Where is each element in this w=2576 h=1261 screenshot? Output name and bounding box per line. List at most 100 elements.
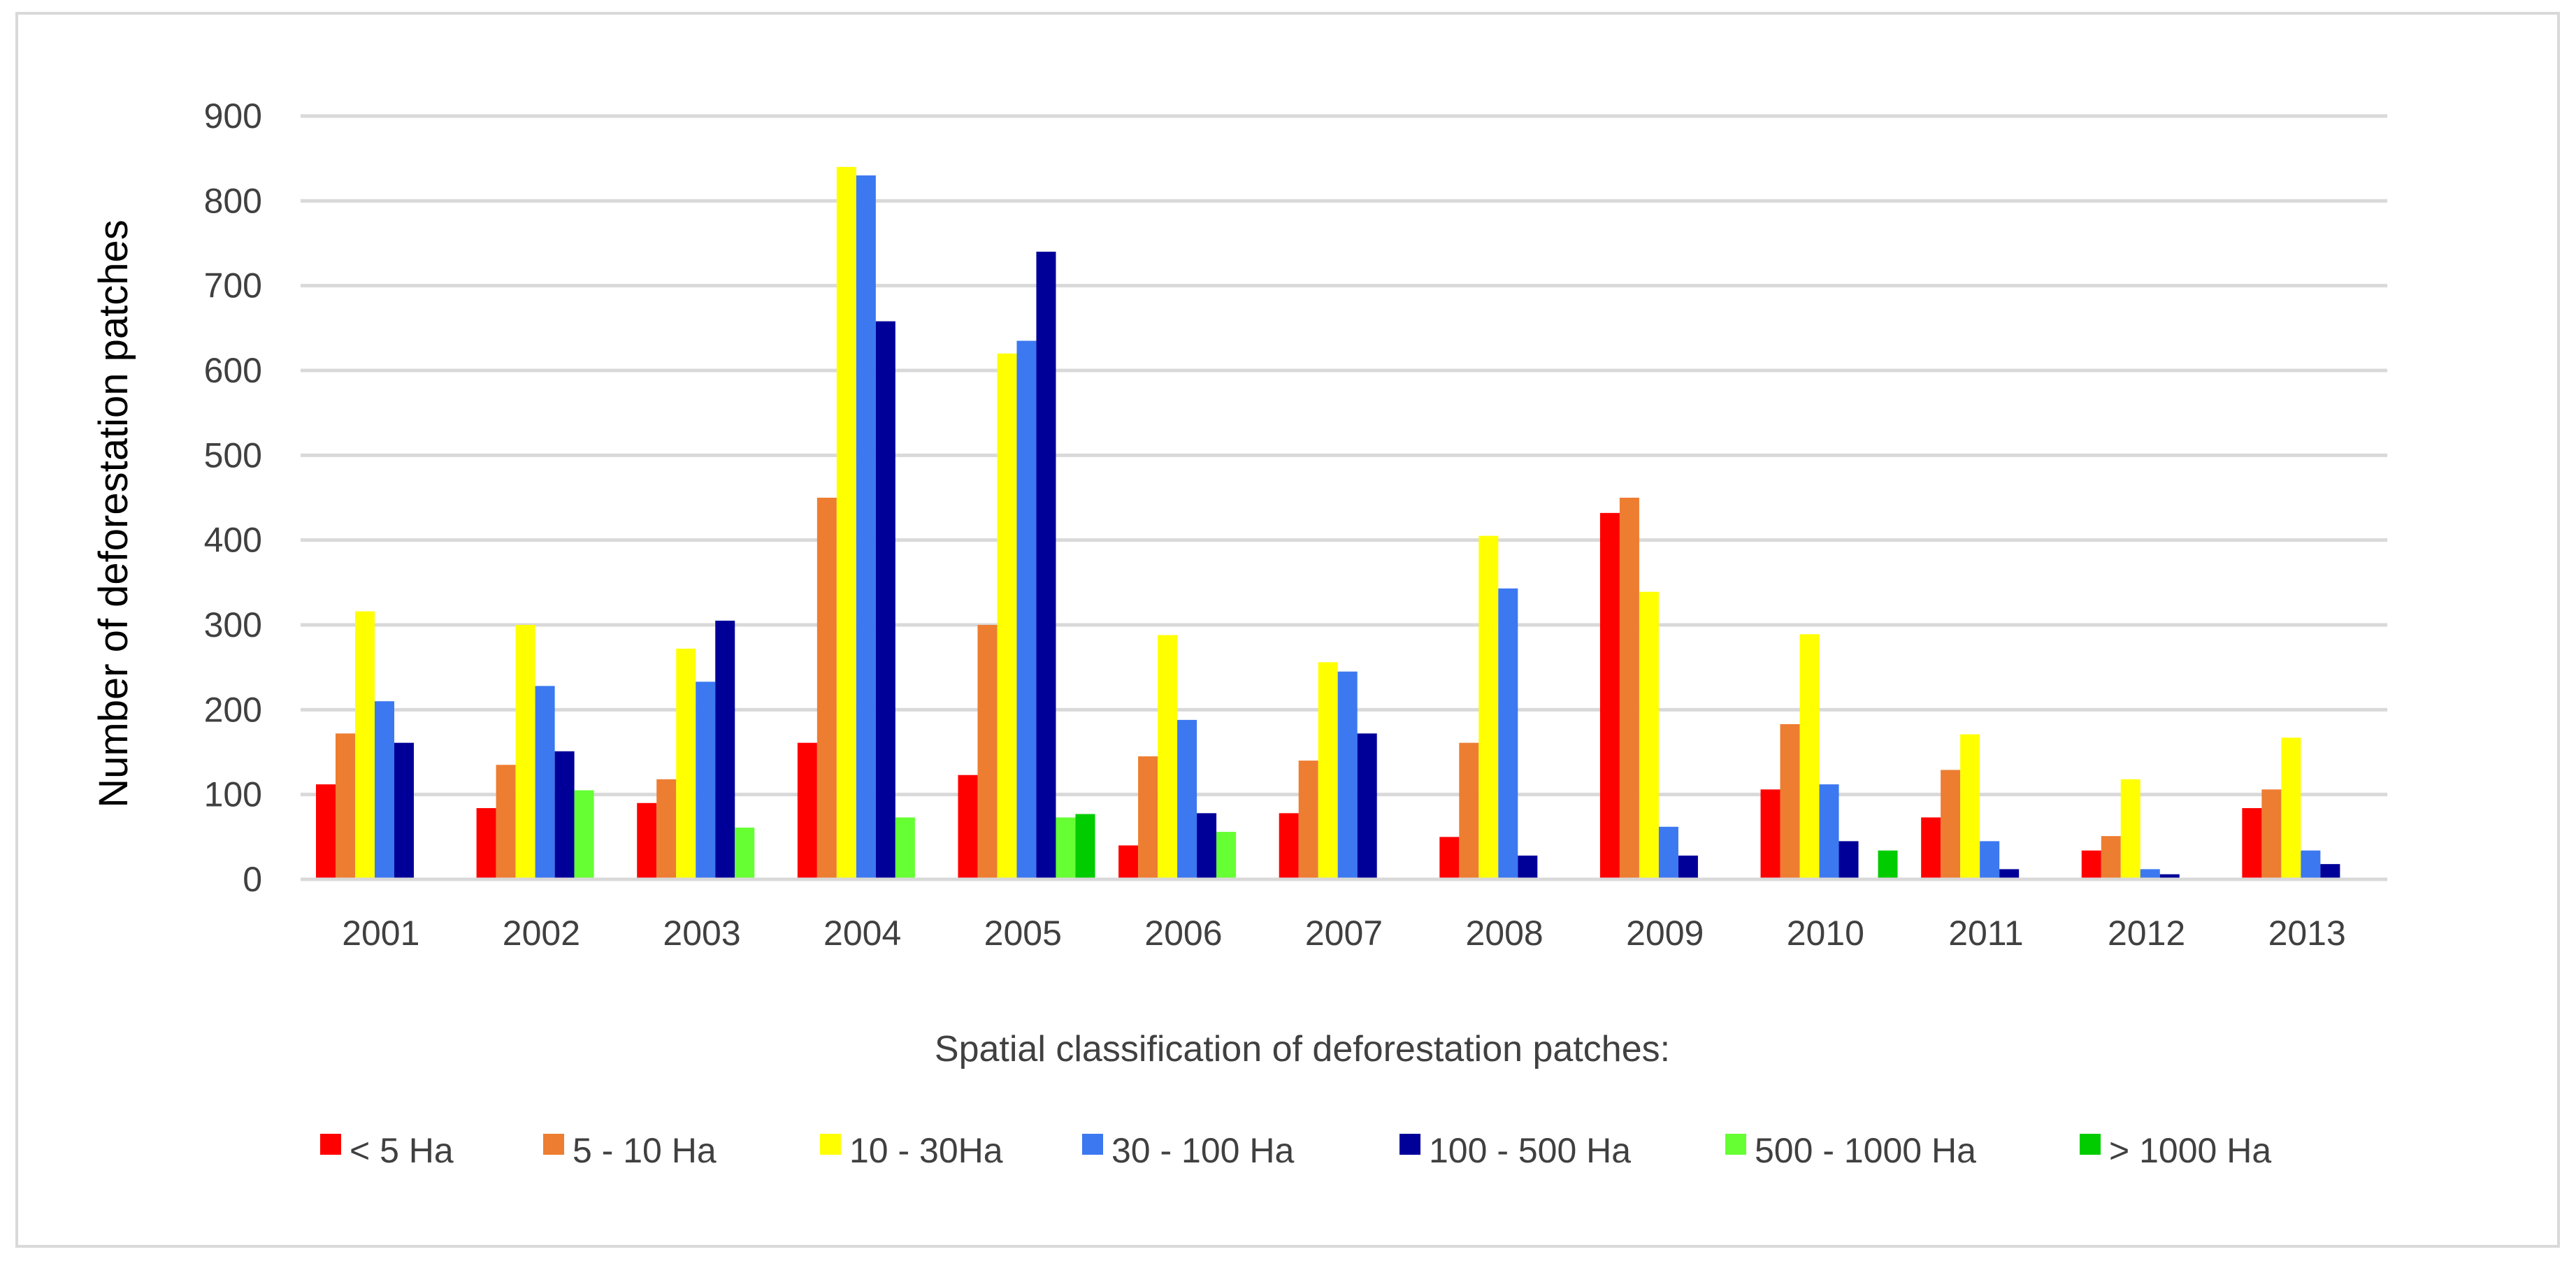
bar-2003-series-0	[637, 802, 657, 879]
legend-swatch	[320, 1134, 341, 1155]
x-tick-label: 2001	[342, 914, 419, 953]
bar-2001-series-1	[336, 733, 355, 879]
y-tick-label: 700	[204, 266, 262, 305]
bar-2012-series-0	[2081, 850, 2101, 879]
legend-label: 10 - 30Ha	[849, 1131, 1003, 1170]
bar-2001-series-0	[316, 784, 336, 879]
bar-2004-series-5	[895, 817, 915, 879]
bar-2007-series-1	[1298, 761, 1318, 879]
bar-2004-series-3	[856, 175, 876, 879]
bar-2008-series-3	[1498, 588, 1518, 879]
legend-swatch	[1399, 1134, 1420, 1155]
bar-2012-series-3	[2140, 869, 2160, 879]
legend-label: 100 - 500 Ha	[1429, 1131, 1631, 1170]
y-tick-label: 200	[204, 690, 262, 729]
legend-label: < 5 Ha	[350, 1131, 454, 1170]
legend-label: 500 - 1000 Ha	[1755, 1131, 1976, 1170]
x-tick-label: 2007	[1305, 914, 1383, 953]
bar-2001-series-3	[375, 701, 394, 879]
bar-2001-series-2	[355, 611, 375, 879]
bar-2003-series-4	[715, 620, 735, 879]
bar-2009-series-2	[1639, 591, 1659, 879]
bar-2009-series-0	[1599, 512, 1620, 879]
legend-label: > 1000 Ha	[2109, 1131, 2271, 1170]
x-tick-label: 2008	[1465, 914, 1543, 953]
bar-2010-series-3	[1819, 784, 1839, 879]
legend-label: 30 - 100 Ha	[1111, 1131, 1294, 1170]
bar-2011-series-1	[1941, 770, 1961, 879]
bar-2011-series-0	[1921, 817, 1941, 879]
y-axis-tick-labels: 0 100 200 300 400 500 600 700 800 900	[204, 96, 262, 899]
bar-2003-series-2	[676, 648, 696, 879]
bar-2005-series-6	[1075, 814, 1095, 879]
bar-2009-series-3	[1658, 826, 1678, 879]
bar-2004-series-1	[816, 498, 837, 879]
y-tick-label: 500	[204, 435, 262, 475]
bar-2012-series-1	[2101, 836, 2121, 879]
bar-2013-series-4	[2320, 864, 2340, 879]
chart-frame	[15, 12, 2560, 1248]
bar-2002-series-5	[574, 790, 594, 879]
x-tick-label: 2005	[984, 914, 1062, 953]
bar-2008-series-1	[1459, 742, 1479, 879]
bar-2003-series-1	[656, 779, 677, 879]
bar-2003-series-3	[696, 682, 716, 879]
bars	[316, 166, 2340, 880]
bar-2009-series-4	[1678, 856, 1698, 879]
bar-2008-series-2	[1478, 535, 1499, 879]
legend-swatch	[1725, 1134, 1746, 1155]
bar-2002-series-0	[476, 808, 496, 879]
bar-2003-series-5	[735, 827, 755, 879]
y-tick-label: 900	[204, 96, 262, 136]
x-axis-title: Spatial classification of deforestation …	[935, 1029, 1670, 1069]
y-tick-label: 100	[204, 775, 262, 814]
bar-2001-series-4	[394, 742, 414, 879]
bar-2007-series-4	[1357, 733, 1377, 879]
x-tick-label: 2011	[1948, 914, 2024, 953]
bar-2005-series-3	[1016, 340, 1037, 879]
bar-2011-series-4	[1999, 869, 2020, 879]
bar-2010-series-2	[1799, 634, 1820, 879]
x-tick-label: 2010	[1787, 914, 1864, 953]
x-tick-label: 2012	[2108, 914, 2185, 953]
bar-2013-series-2	[2281, 737, 2301, 879]
x-tick-label: 2009	[1626, 914, 1704, 953]
y-tick-label: 400	[204, 521, 262, 560]
bar-2005-series-0	[958, 774, 978, 879]
bar-2002-series-3	[535, 686, 555, 879]
bar-2004-series-4	[875, 321, 895, 879]
x-tick-label: 2004	[823, 914, 901, 953]
y-tick-label: 600	[204, 351, 262, 390]
x-tick-label: 2013	[2268, 914, 2346, 953]
bar-2006-series-1	[1138, 756, 1158, 879]
legend-swatch	[820, 1134, 841, 1155]
bar-2002-series-2	[515, 625, 535, 879]
bar-2006-series-0	[1118, 845, 1139, 879]
bar-2005-series-4	[1036, 252, 1056, 880]
bar-2010-series-0	[1760, 789, 1780, 879]
bar-2002-series-1	[496, 765, 516, 879]
x-axis-tick-labels: 2001 2002 2003 2004 2005 2006 2007 2008 2009 2010…	[342, 914, 2346, 953]
legend: < 5 Ha 5 - 10 Ha 10 - 30Ha 30 - 100 Ha 100 -…	[320, 1131, 2271, 1170]
bar-2013-series-1	[2261, 789, 2282, 879]
legend-swatch	[2080, 1134, 2101, 1155]
bar-2006-series-3	[1177, 719, 1197, 879]
bar-2006-series-5	[1216, 832, 1237, 879]
bar-2012-series-4	[2159, 874, 2180, 879]
bar-2005-series-5	[1056, 817, 1076, 879]
bar-2013-series-3	[2301, 850, 2321, 879]
bar-2011-series-2	[1960, 734, 1980, 879]
legend-swatch	[543, 1134, 564, 1155]
bar-2008-series-4	[1518, 856, 1538, 879]
bar-2004-series-2	[836, 166, 856, 880]
x-tick-label: 2006	[1144, 914, 1222, 953]
bar-2010-series-6	[1878, 850, 1898, 879]
bar-2011-series-3	[1980, 841, 2000, 879]
bar-2013-series-0	[2242, 808, 2262, 879]
bar-2005-series-2	[997, 353, 1017, 879]
bar-2008-series-0	[1439, 837, 1460, 879]
bar-2007-series-0	[1279, 813, 1299, 879]
bar-2006-series-4	[1197, 813, 1217, 879]
legend-label: 5 - 10 Ha	[573, 1131, 717, 1170]
bar-2007-series-3	[1337, 671, 1358, 879]
